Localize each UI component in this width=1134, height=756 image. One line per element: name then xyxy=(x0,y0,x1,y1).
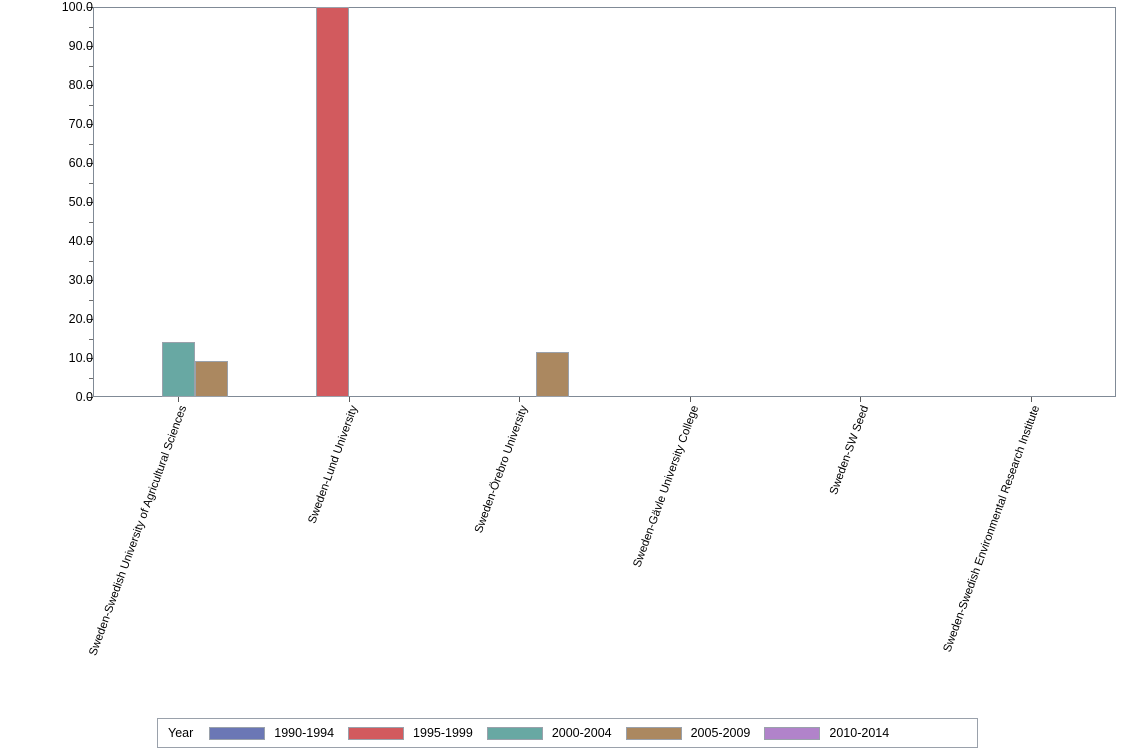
y-tick-label: 90.0 xyxy=(68,39,93,53)
y-tick-label: 50.0 xyxy=(68,195,93,209)
y-tick-label: 10.0 xyxy=(68,351,93,365)
legend-color-swatch xyxy=(209,726,266,740)
y-tick-major xyxy=(87,358,93,359)
y-tick-label: 30.0 xyxy=(68,273,93,287)
x-tick xyxy=(348,397,350,402)
y-tick-label: 40.0 xyxy=(68,234,93,248)
legend-title: Year xyxy=(168,726,194,740)
y-tick-minor xyxy=(89,338,93,340)
y-tick-minor xyxy=(89,377,93,379)
y-tick-label: 70.0 xyxy=(68,117,93,131)
x-tick xyxy=(1030,397,1032,402)
legend-item-label: 1990-1994 xyxy=(274,726,335,740)
chart-legend: Year 1990-1994 1995-1999 2000-2004 2005-200… xyxy=(157,718,978,748)
y-tick-minor xyxy=(89,65,93,67)
y-tick-major xyxy=(87,46,93,47)
x-tick xyxy=(519,397,521,402)
y-tick-label: 0.0 xyxy=(75,390,93,404)
y-tick-major xyxy=(87,280,93,281)
legend-item-label: 2000-2004 xyxy=(551,726,612,740)
y-tick-major xyxy=(87,397,93,398)
x-tick xyxy=(689,397,691,402)
y-tick-minor xyxy=(89,221,93,223)
y-tick-minor xyxy=(89,299,93,301)
y-tick-major xyxy=(87,124,93,125)
y-tick-major xyxy=(87,319,93,320)
y-tick-label: 100.0 xyxy=(61,0,93,14)
y-tick-minor xyxy=(89,104,93,106)
y-tick-minor xyxy=(89,260,93,262)
legend-items: 1990-1994 1995-1999 2000-2004 2005-2009 2010… xyxy=(209,726,903,740)
legend-item[interactable]: 1995-1999 xyxy=(348,726,473,740)
y-tick-minor xyxy=(89,26,93,28)
legend-item[interactable]: 2000-2004 xyxy=(486,726,612,740)
plot-area-frame xyxy=(93,7,1116,397)
y-tick-major xyxy=(87,163,93,164)
legend-item[interactable]: 1990-1994 xyxy=(209,726,334,740)
x-tick xyxy=(860,397,862,402)
y-tick-label: 20.0 xyxy=(68,312,93,326)
bar xyxy=(161,341,195,397)
legend-color-swatch xyxy=(625,726,682,740)
bar xyxy=(194,360,228,397)
legend-item-label: 1995-1999 xyxy=(413,726,473,740)
y-tick-major xyxy=(87,85,93,86)
y-tick-label: 60.0 xyxy=(68,156,93,170)
y-tick-minor xyxy=(89,143,93,145)
legend-item[interactable]: 2005-2009 xyxy=(625,726,751,740)
legend-item[interactable]: 2010-2014 xyxy=(764,726,889,740)
x-tick xyxy=(178,397,180,402)
legend-item-label: 2010-2014 xyxy=(829,726,890,740)
bar xyxy=(315,7,349,397)
y-tick-major xyxy=(87,7,93,8)
bars-layer xyxy=(93,7,1116,397)
bar xyxy=(535,351,569,397)
y-tick-label: 80.0 xyxy=(68,78,93,92)
y-tick-major xyxy=(87,241,93,242)
legend-color-swatch xyxy=(486,726,543,740)
legend-color-swatch xyxy=(764,726,821,740)
y-tick-major xyxy=(87,202,93,203)
y-tick-minor xyxy=(89,182,93,184)
legend-item-label: 2005-2009 xyxy=(690,726,751,740)
legend-color-swatch xyxy=(348,726,405,740)
